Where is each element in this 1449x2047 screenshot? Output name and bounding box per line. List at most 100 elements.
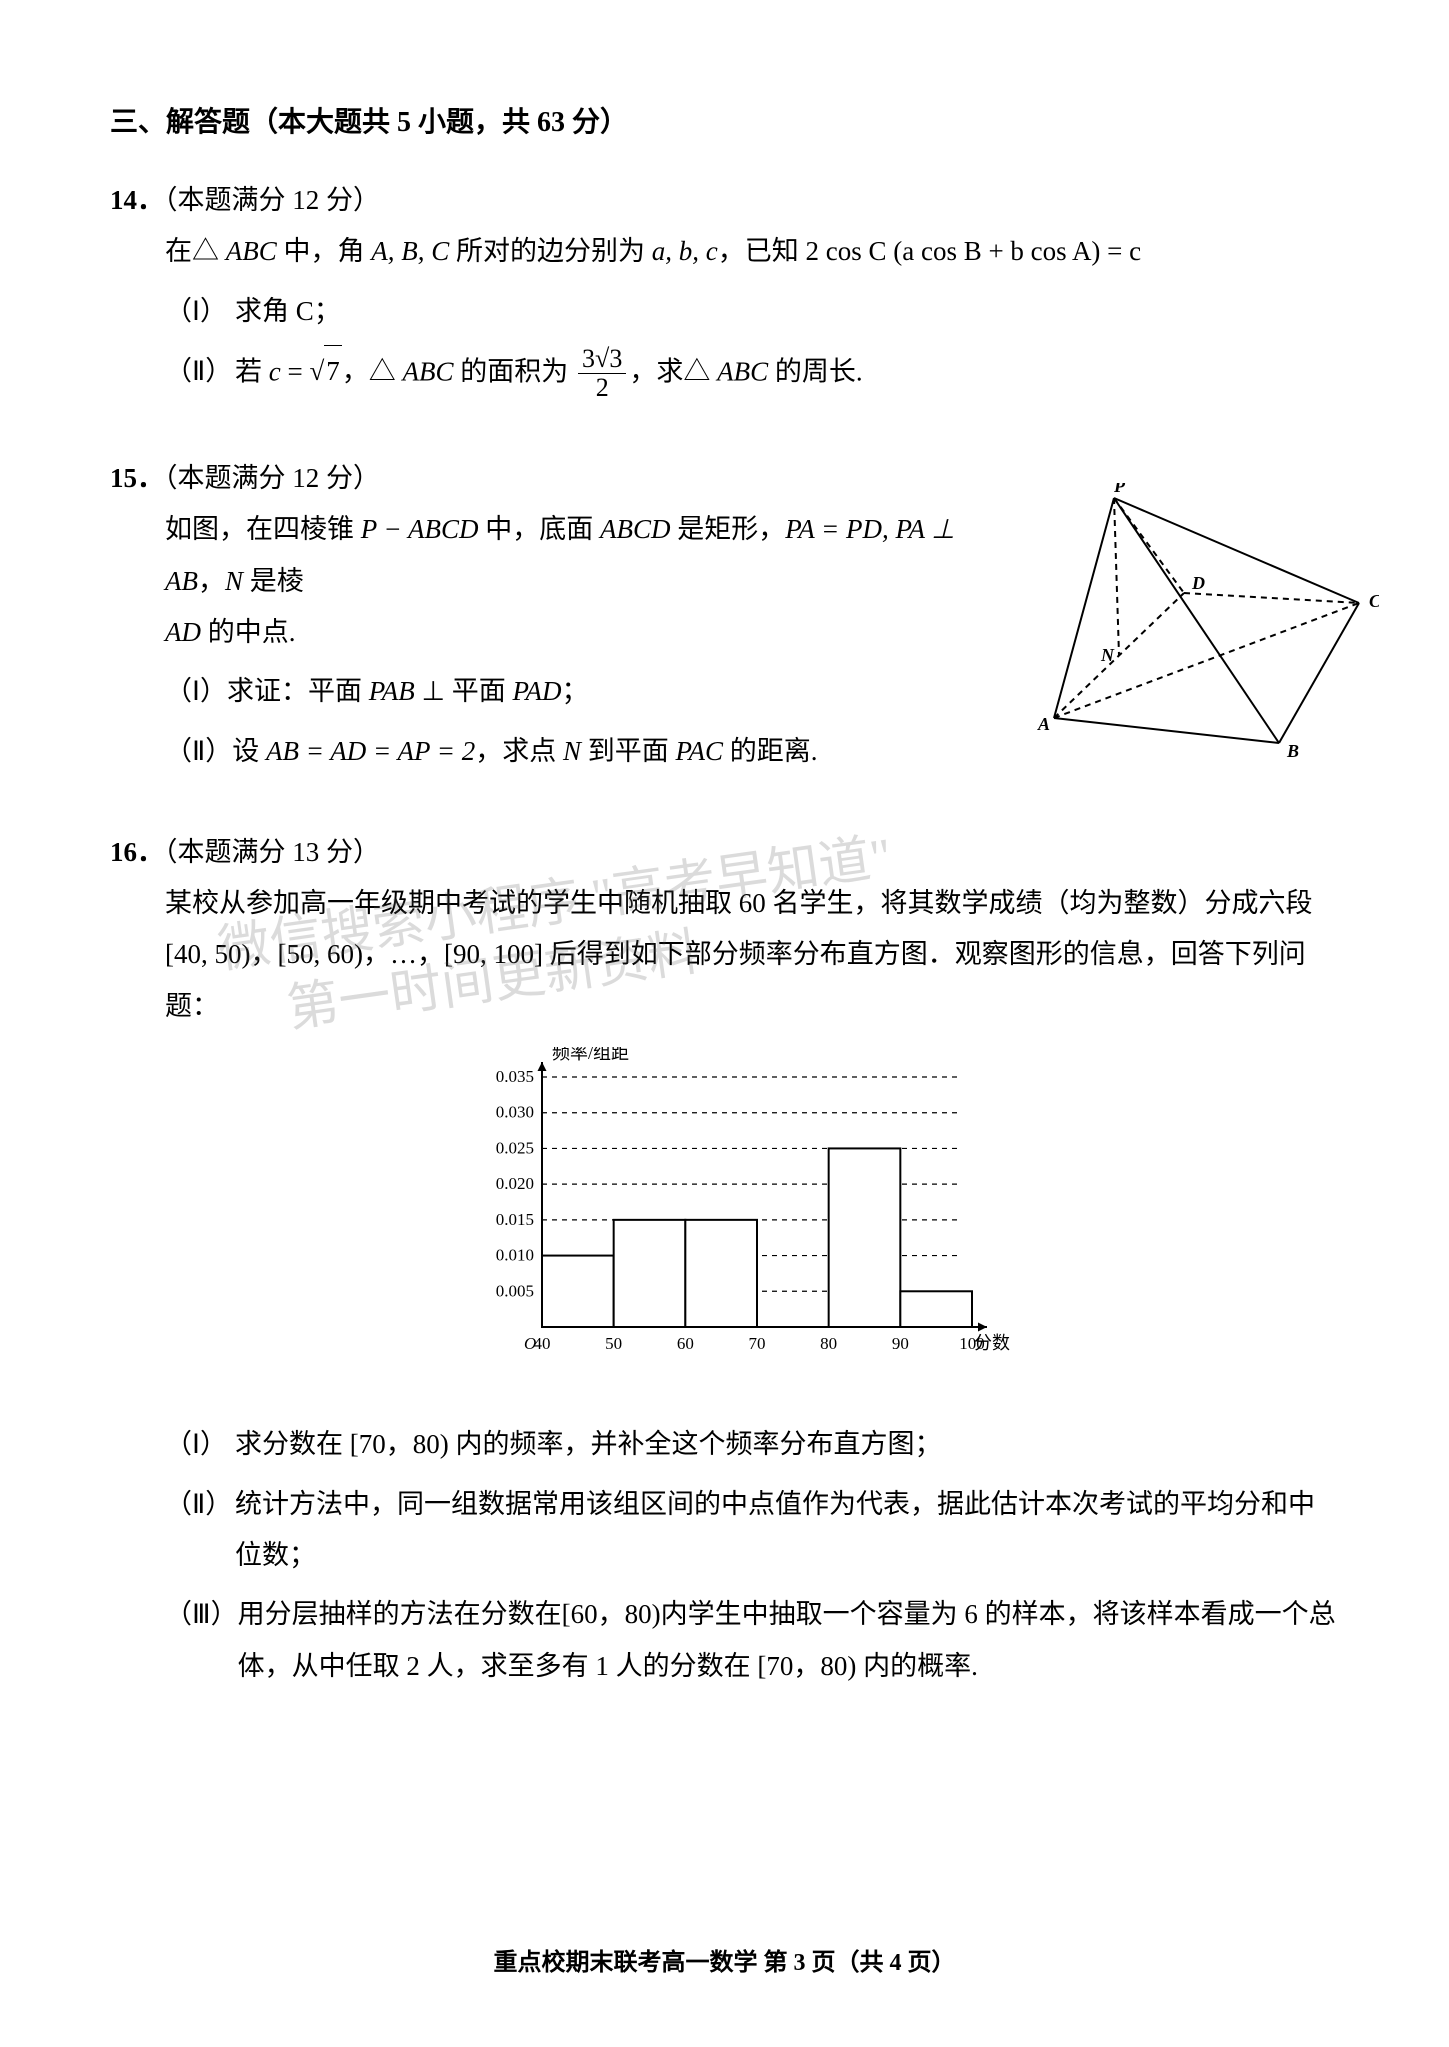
abc: ABC	[226, 236, 277, 266]
angles: A, B, C	[371, 236, 449, 266]
t: 在△	[165, 236, 226, 266]
fraction: 3√32	[578, 345, 626, 403]
t: 的中点.	[201, 617, 296, 647]
c: c	[269, 356, 281, 386]
q16-body: 某校从参加高一年级期中考试的学生中随机抽取 60 名学生，将其数学成绩（均为整数…	[110, 878, 1339, 1692]
q15-part1: （Ⅰ）求证：平面 PAB ⊥ 平面 PAD；	[165, 666, 969, 717]
t: 的周长.	[768, 356, 863, 386]
svg-text:0.030: 0.030	[496, 1103, 534, 1122]
q15-number: 15．	[110, 463, 164, 493]
eq: =	[281, 356, 310, 386]
svg-text:0.010: 0.010	[496, 1246, 534, 1265]
histogram-wrap: 0.0050.0100.0150.0200.0250.0300.03540506…	[165, 1047, 1339, 1394]
lbl: （Ⅰ）	[165, 286, 235, 337]
svg-text:0.035: 0.035	[496, 1067, 534, 1086]
q14-body: 在△ ABC 中，角 A, B, C 所对的边分别为 a, b, c，已知 2 …	[110, 226, 1339, 403]
svg-text:50: 50	[605, 1334, 622, 1353]
den: 2	[578, 374, 626, 403]
t: 若	[235, 356, 269, 386]
histogram-chart: 0.0050.0100.0150.0200.0250.0300.03540506…	[472, 1047, 1032, 1377]
q14-intro: 在△ ABC 中，角 A, B, C 所对的边分别为 a, b, c，已知 2 …	[165, 226, 1339, 277]
t: 中，底面	[478, 514, 600, 544]
svg-text:0.015: 0.015	[496, 1210, 534, 1229]
t: 求证：平面	[227, 676, 369, 706]
pac: PAC	[675, 736, 723, 766]
svg-text:0.020: 0.020	[496, 1174, 534, 1193]
t: 到平面	[581, 736, 676, 766]
t: ，求点	[475, 736, 563, 766]
q16-part2: （Ⅱ）统计方法中，同一组数据常用该组区间的中点值作为代表，据此估计本次考试的平均…	[165, 1479, 1339, 1582]
pad: PAD	[513, 676, 562, 706]
q16-intro: 某校从参加高一年级期中考试的学生中随机抽取 60 名学生，将其数学成绩（均为整数…	[165, 878, 1339, 1032]
sides: a, b, c	[652, 236, 718, 266]
t: 统计方法中，同一组数据常用该组区间的中点值作为代表，据此估计本次考试的平均分和中…	[235, 1479, 1339, 1582]
svg-text:O: O	[524, 1334, 536, 1353]
abc: ABC	[717, 356, 768, 386]
svg-text:70: 70	[749, 1334, 766, 1353]
sqrt-icon: 7	[309, 345, 341, 397]
t: 设	[232, 736, 266, 766]
svg-text:频率/组距: 频率/组距	[552, 1047, 629, 1063]
svg-text:A: A	[1037, 714, 1050, 734]
question-15: 15．（本题满分 12 分） 如图，在四棱锥 P − ABCD 中，底面 ABC…	[110, 453, 1339, 777]
q16-part1: （Ⅰ）求分数在 [70，80) 内的频率，并补全这个频率分布直方图；	[165, 1419, 1339, 1470]
svg-text:80: 80	[820, 1334, 837, 1353]
rad: 7	[324, 345, 342, 397]
eq: AB = AD = AP = 2	[266, 736, 475, 766]
q14-points: （本题满分 12 分）	[164, 185, 380, 215]
q14-formula: 2 cos C (a cos B + b cos A) = c	[805, 236, 1141, 266]
t: ⊥ 平面	[415, 676, 513, 706]
lbl: （Ⅱ）	[165, 346, 235, 397]
svg-text:60: 60	[677, 1334, 694, 1353]
svg-text:P: P	[1113, 483, 1126, 496]
question-14: 14．（本题满分 12 分） 在△ ABC 中，角 A, B, C 所对的边分别…	[110, 175, 1339, 403]
pab: PAB	[369, 676, 415, 706]
page: 三、解答题（本大题共 5 小题，共 63 分） 14．（本题满分 12 分） 在…	[0, 0, 1449, 2047]
t: 是矩形，	[670, 514, 785, 544]
lbl: （Ⅰ）	[165, 676, 227, 706]
q15-points: （本题满分 12 分）	[164, 463, 380, 493]
q14-part1: （Ⅰ）求角 C；	[165, 286, 1339, 337]
t: 求角 C；	[235, 296, 341, 326]
lbl: （Ⅱ）	[165, 736, 232, 766]
t: ，	[198, 566, 225, 596]
t: 中，角	[277, 236, 372, 266]
svg-text:0.025: 0.025	[496, 1138, 534, 1157]
t: ，求△	[629, 356, 717, 386]
t: 用分层抽样的方法在分数在[60，80)内学生中抽取一个容量为 6 的样本，将该样…	[238, 1589, 1339, 1692]
svg-text:分数: 分数	[974, 1333, 1010, 1353]
ad: AD	[165, 617, 201, 647]
t: ；	[562, 676, 589, 706]
pabcd: P − ABCD	[361, 514, 479, 544]
pyramid-diagram: PABCDN	[1019, 483, 1379, 763]
t: ，已知	[718, 236, 806, 266]
lbl: （Ⅲ）	[165, 1589, 238, 1692]
abc: ABC	[403, 356, 454, 386]
q15-intro: 如图，在四棱锥 P − ABCD 中，底面 ABCD 是矩形，PA = PD, …	[165, 504, 969, 607]
t: 的距离.	[723, 736, 818, 766]
q15-part2: （Ⅱ）设 AB = AD = AP = 2，求点 N 到平面 PAC 的距离.	[165, 726, 969, 777]
t: 的面积为	[454, 356, 576, 386]
q16-part3: （Ⅲ）用分层抽样的方法在分数在[60，80)内学生中抽取一个容量为 6 的样本，…	[165, 1589, 1339, 1692]
q14-part2: （Ⅱ）若 c = 7，△ ABC 的面积为 3√32，求△ ABC 的周长.	[165, 345, 1339, 403]
t: ，△	[342, 356, 403, 386]
svg-text:N: N	[1100, 645, 1115, 665]
svg-text:90: 90	[892, 1334, 909, 1353]
q14-number: 14．	[110, 185, 164, 215]
t: 求分数在 [70，80) 内的频率，并补全这个频率分布直方图；	[235, 1429, 941, 1459]
q15-intro2: AD 的中点.	[165, 607, 969, 658]
svg-text:C: C	[1369, 591, 1379, 611]
n: N	[225, 566, 243, 596]
abcd: ABCD	[600, 514, 671, 544]
t: 如图，在四棱锥	[165, 514, 361, 544]
section-header: 三、解答题（本大题共 5 小题，共 63 分）	[110, 100, 1339, 140]
q16-number: 16．	[110, 837, 164, 867]
t: 是棱	[243, 566, 304, 596]
q16-points: （本题满分 13 分）	[164, 837, 380, 867]
page-footer: 重点校期末联考高一数学 第 3 页（共 4 页）	[0, 1942, 1449, 1977]
lbl: （Ⅱ）	[165, 1479, 235, 1582]
lbl: （Ⅰ）	[165, 1419, 235, 1470]
question-16: 16．（本题满分 13 分） 某校从参加高一年级期中考试的学生中随机抽取 60 …	[110, 827, 1339, 1692]
n: N	[563, 736, 581, 766]
svg-text:D: D	[1191, 573, 1205, 593]
